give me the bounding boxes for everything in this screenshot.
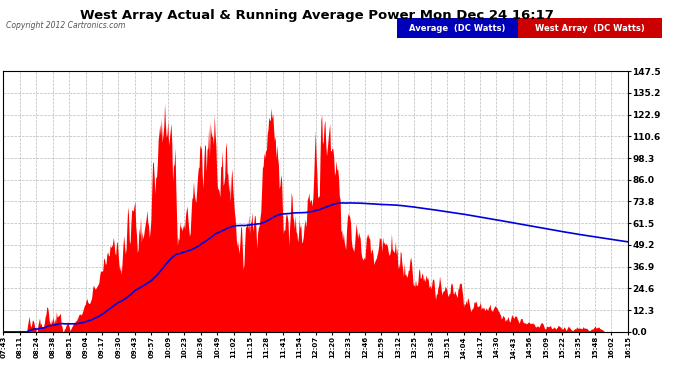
Text: Copyright 2012 Cartronics.com: Copyright 2012 Cartronics.com (6, 21, 125, 30)
Text: West Array  (DC Watts): West Array (DC Watts) (535, 24, 645, 33)
Text: Average  (DC Watts): Average (DC Watts) (409, 24, 505, 33)
Text: West Array Actual & Running Average Power Mon Dec 24 16:17: West Array Actual & Running Average Powe… (81, 9, 554, 22)
